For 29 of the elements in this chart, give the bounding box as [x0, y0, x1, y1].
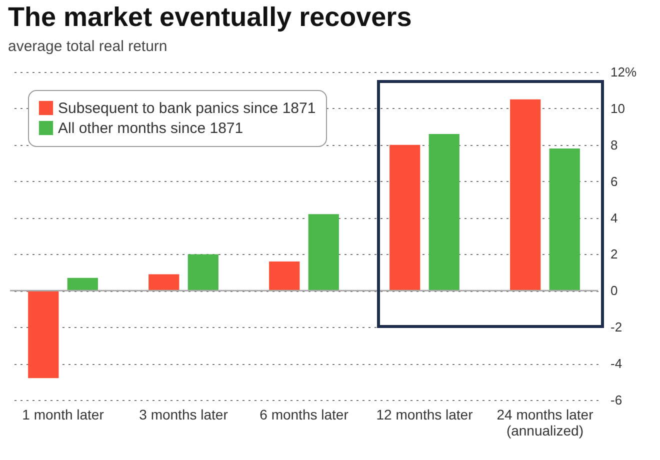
bar	[549, 148, 580, 291]
x-tick-label: 24 months later (annualized)	[496, 406, 594, 438]
legend-label: Subsequent to bank panics since 1871	[58, 100, 316, 117]
y-tick-label: 12%	[610, 64, 637, 80]
legend-label: All other months since 1871	[58, 120, 244, 137]
y-tick-label: 2	[610, 246, 618, 262]
x-tick-label: 3 months later	[139, 406, 228, 422]
bar	[428, 134, 460, 291]
y-tick-label: 0	[610, 283, 618, 298]
chart-title: The market eventually recovers	[8, 2, 412, 33]
bar	[510, 99, 541, 291]
y-tick-label: 10	[610, 100, 625, 116]
y-tick-label: -4	[610, 356, 622, 372]
bar	[269, 262, 300, 291]
chart-subtitle: average total real return	[8, 38, 168, 55]
y-tick-label: 4	[610, 210, 618, 226]
bar	[67, 278, 98, 291]
bar	[308, 214, 339, 291]
bar	[390, 144, 420, 291]
bar	[28, 290, 59, 378]
x-tick-label: 6 months later	[260, 406, 349, 422]
x-tick-label: 1 month later	[22, 406, 104, 422]
x-tick-label: 12 months later	[376, 406, 474, 422]
bar	[148, 274, 180, 291]
y-tick-label: -6	[610, 392, 622, 408]
bar	[188, 254, 218, 291]
y-tick-label: 6	[610, 174, 618, 189]
y-tick-label: 8	[610, 137, 618, 152]
y-tick-label: -2	[610, 320, 622, 335]
